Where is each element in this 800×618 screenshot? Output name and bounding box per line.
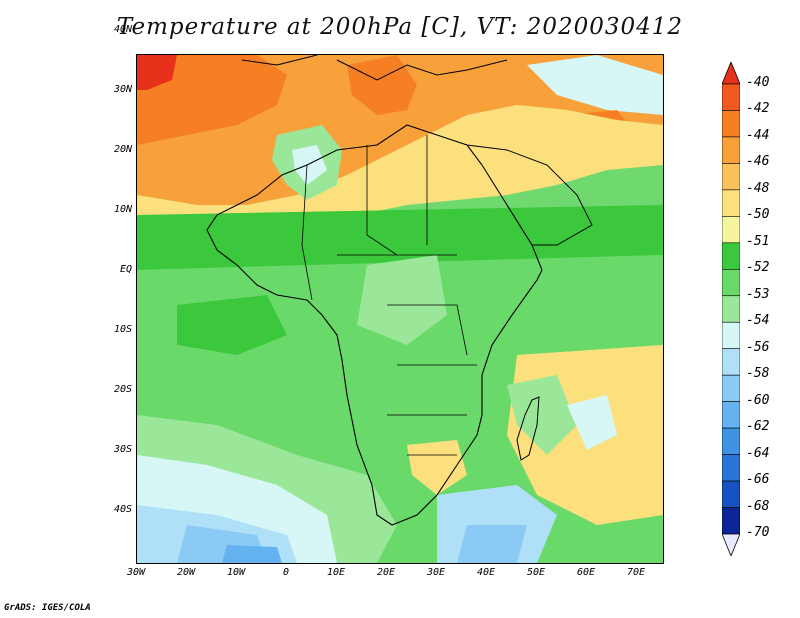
colorbar-box bbox=[722, 480, 740, 508]
colorbar-level-label: -53 bbox=[746, 286, 770, 302]
colorbar-level-label: -40 bbox=[746, 75, 770, 90]
colorbar-box bbox=[722, 454, 740, 482]
madagascar-outline bbox=[516, 396, 540, 461]
colorbar-box bbox=[722, 189, 740, 217]
colorbar-box bbox=[722, 321, 740, 350]
colorbar-level-label: -54 bbox=[746, 313, 770, 329]
lat-label-10n: 10N bbox=[113, 204, 132, 215]
lon-label-40e: 40E bbox=[476, 567, 496, 578]
lon-label-20e: 20E bbox=[376, 567, 396, 578]
colorbar-box bbox=[722, 163, 740, 191]
lat-label-40s: 40S bbox=[113, 504, 132, 515]
colorbar bbox=[722, 62, 740, 556]
lon-label-30w: 30W bbox=[126, 567, 146, 578]
lat-label-10s: 10S bbox=[113, 324, 132, 335]
credit-text: GrADS: IGES/COLA bbox=[4, 603, 91, 613]
lon-label-70e: 70E bbox=[626, 567, 646, 578]
colorbar-top-triangle bbox=[722, 62, 740, 85]
colorbar-level-label: -66 bbox=[746, 472, 770, 488]
colorbar-box bbox=[722, 110, 740, 138]
colorbar-box bbox=[722, 401, 740, 429]
lat-label-20s: 20S bbox=[113, 384, 132, 395]
colorbar-level-label: -70 bbox=[746, 525, 770, 540]
colorbar-level-label: -68 bbox=[746, 498, 770, 514]
colorbar-box bbox=[722, 242, 740, 270]
lat-label-40n: 40N bbox=[113, 24, 132, 35]
colorbar-box bbox=[722, 268, 740, 297]
colorbar-level-label: -62 bbox=[746, 419, 770, 435]
lon-label-20w: 20W bbox=[176, 567, 196, 578]
colorbar-level-label: -64 bbox=[746, 445, 770, 461]
africa-coastline bbox=[206, 124, 543, 526]
lat-label-30n: 30N bbox=[113, 84, 132, 95]
map-title: Temperature at 200hPa [C], VT: 202003041… bbox=[116, 14, 684, 40]
temperature-map bbox=[137, 55, 663, 563]
lon-label-0: 0 bbox=[282, 567, 290, 578]
colorbar-level-label: -46 bbox=[746, 154, 770, 170]
colorbar-box bbox=[722, 295, 740, 323]
colorbar-box bbox=[722, 427, 740, 455]
colorbar-level-label: -58 bbox=[746, 366, 770, 382]
colorbar-box bbox=[722, 216, 740, 244]
colorbar-box bbox=[722, 374, 740, 402]
colorbar-level-label: -60 bbox=[746, 392, 770, 408]
lat-label-eq: EQ bbox=[119, 264, 132, 275]
lon-label-50e: 50E bbox=[526, 567, 546, 578]
colorbar-box bbox=[722, 507, 740, 535]
colorbar-level-label: -56 bbox=[746, 339, 770, 355]
lon-label-10e: 10E bbox=[326, 567, 346, 578]
colorbar-level-label: -51 bbox=[746, 233, 770, 249]
colorbar-box bbox=[722, 83, 740, 111]
lon-label-60e: 60E bbox=[576, 567, 596, 578]
lon-label-30e: 30E bbox=[426, 567, 446, 578]
colorbar-level-label: -42 bbox=[746, 101, 770, 117]
colorbar-level-label: -52 bbox=[746, 260, 770, 276]
map-panel bbox=[136, 54, 664, 564]
colorbar-box bbox=[722, 136, 740, 164]
colorbar-level-label: -44 bbox=[746, 127, 770, 143]
colorbar-bottom-triangle bbox=[722, 533, 740, 556]
lat-label-30s: 30S bbox=[113, 444, 132, 455]
colorbar-level-label: -50 bbox=[746, 207, 770, 223]
lon-label-10w: 10W bbox=[226, 567, 246, 578]
colorbar-box bbox=[722, 348, 740, 376]
colorbar-level-label: -48 bbox=[746, 180, 770, 196]
lat-label-20n: 20N bbox=[113, 144, 132, 155]
